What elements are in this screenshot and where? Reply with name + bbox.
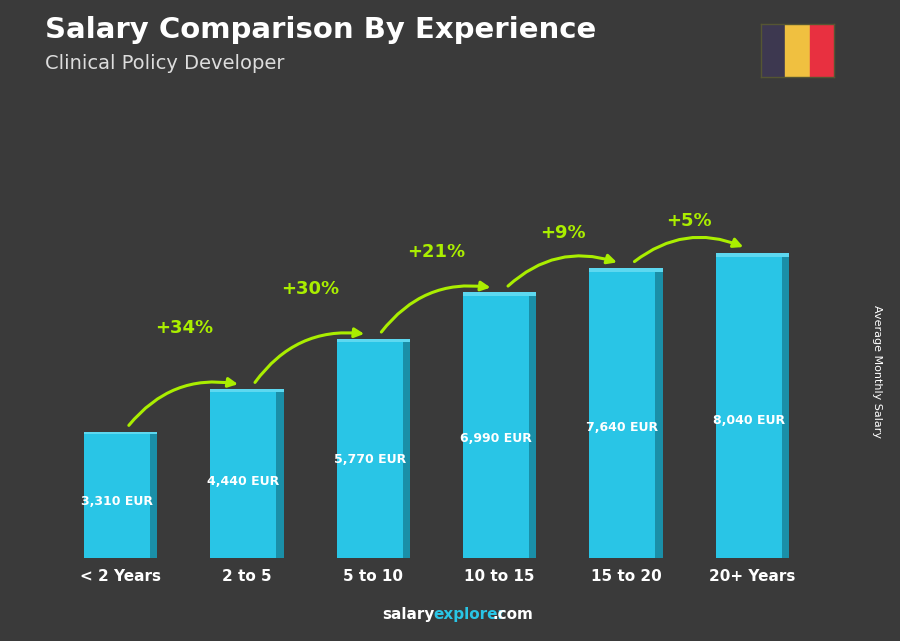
- Text: 4,440 EUR: 4,440 EUR: [207, 476, 280, 488]
- Bar: [655, 268, 662, 558]
- Bar: [781, 253, 788, 558]
- Text: 7,640 EUR: 7,640 EUR: [586, 420, 658, 434]
- Text: Salary Comparison By Experience: Salary Comparison By Experience: [45, 16, 596, 44]
- Bar: [716, 253, 788, 257]
- Text: Average Monthly Salary: Average Monthly Salary: [872, 305, 883, 438]
- Bar: [211, 389, 284, 558]
- Bar: [276, 389, 284, 558]
- Text: +21%: +21%: [408, 244, 465, 262]
- Bar: [590, 268, 662, 272]
- Bar: [85, 432, 158, 434]
- Bar: [337, 339, 410, 558]
- Text: +9%: +9%: [540, 224, 586, 242]
- Text: +30%: +30%: [281, 279, 339, 297]
- Bar: [211, 389, 284, 392]
- Text: +5%: +5%: [666, 212, 712, 230]
- Bar: [785, 24, 810, 77]
- Bar: [402, 339, 410, 558]
- Text: .com: .com: [492, 607, 533, 622]
- Text: salary: salary: [382, 607, 435, 622]
- Text: 8,040 EUR: 8,040 EUR: [713, 414, 785, 427]
- Bar: [810, 24, 834, 77]
- Text: 5,770 EUR: 5,770 EUR: [334, 453, 406, 465]
- Text: Clinical Policy Developer: Clinical Policy Developer: [45, 54, 284, 74]
- Text: +34%: +34%: [155, 319, 213, 337]
- Text: 6,990 EUR: 6,990 EUR: [460, 432, 532, 445]
- Bar: [590, 268, 662, 558]
- Bar: [760, 24, 785, 77]
- Bar: [463, 292, 536, 558]
- Bar: [337, 339, 410, 342]
- Text: 3,310 EUR: 3,310 EUR: [81, 495, 153, 508]
- Bar: [85, 432, 158, 558]
- Bar: [150, 432, 158, 558]
- Bar: [529, 292, 536, 558]
- Bar: [716, 253, 788, 558]
- Text: explorer: explorer: [434, 607, 506, 622]
- Bar: [463, 292, 536, 297]
